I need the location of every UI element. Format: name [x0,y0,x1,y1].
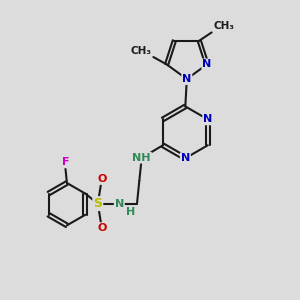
Text: N: N [203,114,212,124]
Text: H: H [127,207,136,217]
Text: F: F [62,158,69,167]
Text: N: N [182,74,191,84]
Text: O: O [98,223,107,233]
Text: N: N [181,153,190,163]
Text: N: N [202,59,212,69]
Text: CH₃: CH₃ [130,46,151,56]
Text: N: N [115,199,124,208]
Text: O: O [98,174,107,184]
Text: S: S [93,197,102,210]
Text: NH: NH [132,153,151,163]
Text: CH₃: CH₃ [213,21,234,31]
